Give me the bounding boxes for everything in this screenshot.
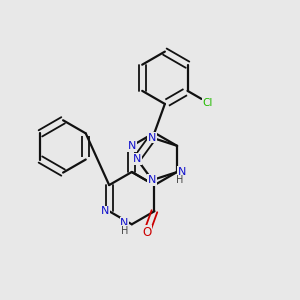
Text: H: H [176, 175, 184, 185]
Text: N: N [177, 167, 186, 177]
Text: N: N [148, 133, 156, 143]
Text: N: N [100, 206, 109, 216]
Text: N: N [133, 154, 141, 164]
Text: Cl: Cl [203, 98, 213, 108]
Text: N: N [128, 141, 136, 151]
Text: N: N [120, 218, 129, 228]
Text: H: H [121, 226, 128, 236]
Text: N: N [148, 175, 156, 185]
Text: O: O [142, 226, 152, 238]
